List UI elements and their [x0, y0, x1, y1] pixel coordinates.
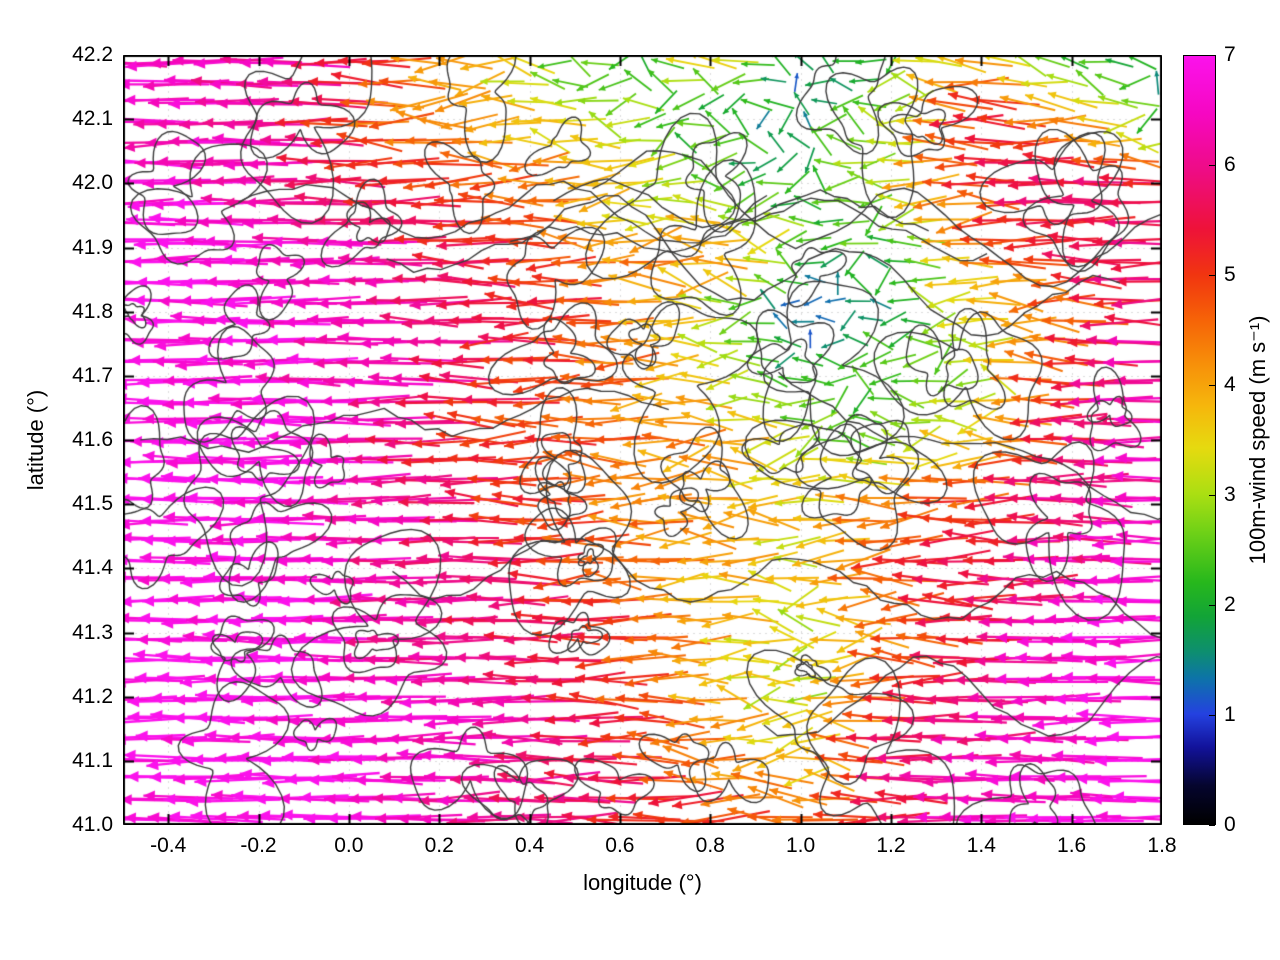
colorbar-gradient [1184, 56, 1215, 824]
colorbar-tick-label: 1 [1224, 703, 1236, 726]
colorbar-tick-mark [1209, 715, 1215, 716]
colorbar-tick-mark [1209, 385, 1215, 386]
x-tick-label: -0.2 [240, 834, 277, 857]
colorbar-tick-label: 2 [1224, 593, 1236, 616]
y-tick-label: 42.0 [72, 171, 113, 195]
x-tick-label: 0.4 [514, 834, 545, 857]
y-tick-label: 41.6 [72, 428, 113, 451]
vector-field-plot-canvas [123, 55, 1162, 825]
y-axis-label: latitude (°) [23, 389, 48, 491]
y-tick-label: 42.2 [72, 43, 113, 66]
colorbar-tick-mark [1209, 275, 1215, 276]
x-tick-label: 0.0 [334, 834, 364, 857]
colorbar-tick-mark [1209, 605, 1215, 606]
x-tick-label: 1.8 [1147, 834, 1177, 857]
y-tick-label: 41.4 [72, 556, 113, 580]
x-tick-label: 0.6 [605, 834, 635, 857]
colorbar-tick-mark [1209, 55, 1215, 56]
x-tick-label: 1.4 [966, 834, 996, 857]
x-tick-label: 0.8 [695, 834, 725, 857]
colorbar-tick-label: 4 [1224, 373, 1236, 396]
y-tick-label: 42.1 [72, 107, 113, 131]
y-tick-label: 41.1 [72, 748, 113, 772]
x-tick-label: 1.6 [1057, 834, 1087, 857]
colorbar [1183, 55, 1216, 825]
colorbar-tick-mark [1209, 825, 1215, 826]
colorbar-tick-mark [1209, 165, 1215, 166]
colorbar-label: 100m-wind speed (m s⁻¹) [1245, 315, 1270, 565]
colorbar-tick-label: 3 [1224, 483, 1236, 506]
x-tick-label: 0.2 [424, 834, 454, 857]
y-tick-label: 41.0 [72, 813, 113, 836]
colorbar-tick-label: 7 [1224, 43, 1236, 66]
y-tick-label: 41.8 [72, 299, 113, 323]
y-tick-label: 41.5 [72, 492, 113, 516]
colorbar-tick-label: 6 [1224, 153, 1236, 176]
y-tick-label: 41.2 [72, 684, 113, 708]
x-tick-label: -0.4 [150, 834, 187, 857]
x-tick-label: 1.2 [876, 834, 906, 857]
y-tick-label: 41.3 [72, 620, 113, 644]
colorbar-tick-label: 5 [1224, 263, 1236, 286]
x-tick-label: 1.0 [785, 834, 816, 857]
colorbar-tick-label: 0 [1224, 813, 1236, 836]
colorbar-tick-mark [1209, 495, 1215, 496]
x-axis-label: longitude (°) [583, 870, 702, 895]
y-tick-label: 41.7 [72, 363, 113, 387]
y-tick-label: 41.9 [72, 235, 113, 259]
